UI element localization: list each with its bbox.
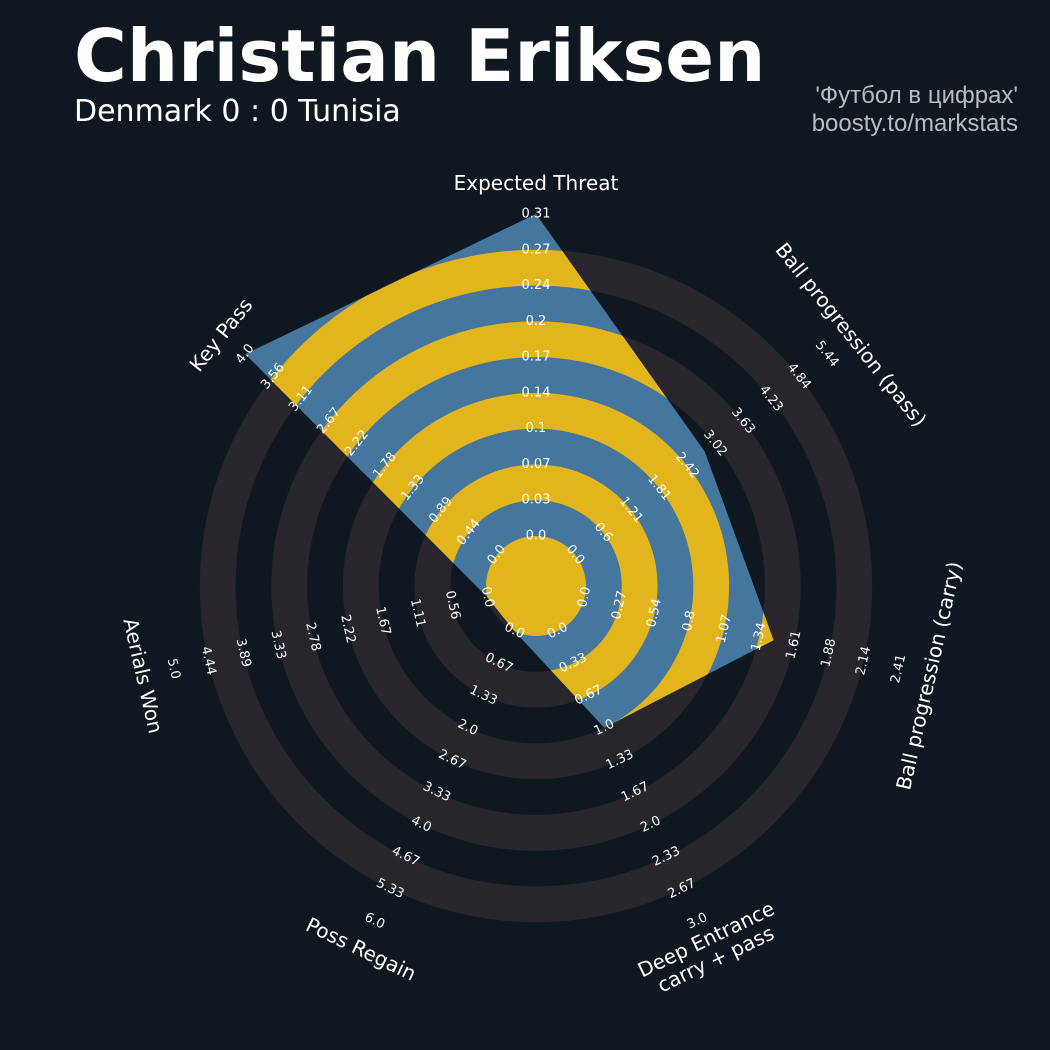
- axis-label: Poss Regain: [302, 912, 420, 985]
- axis-label: Aerials Won: [118, 616, 168, 736]
- tick-label: 0.56: [442, 589, 463, 621]
- page-title: Christian Eriksen: [74, 14, 766, 98]
- tick-label: 0.1: [526, 421, 547, 436]
- tick-label: 3.89: [233, 637, 254, 669]
- tick-label: 0.07: [522, 457, 551, 472]
- axis-label: Deep Entrancecarry + pass: [634, 896, 788, 1002]
- radar-band: [486, 536, 586, 636]
- tick-label: 5.44: [812, 338, 842, 370]
- tick-label: 0.27: [522, 242, 551, 257]
- tick-label: 2.14: [853, 645, 874, 677]
- tick-label: 1.61: [783, 629, 804, 661]
- tick-label: 0.14: [522, 385, 551, 400]
- axis-label: Expected Threat: [454, 171, 619, 195]
- match-subtitle: Denmark 0 : 0 Tunisia: [74, 94, 401, 129]
- tick-label: 0.0: [575, 585, 594, 609]
- tick-label: 1.88: [818, 637, 839, 669]
- tick-label: 0.31: [522, 207, 551, 222]
- tick-label: 0.0: [478, 585, 497, 609]
- tick-label: 1.07: [714, 613, 735, 645]
- tick-label: 0.27: [609, 589, 630, 621]
- tick-label: 4.44: [198, 645, 219, 677]
- tick-label: 6.0: [362, 910, 387, 932]
- radar-area: [245, 214, 774, 728]
- credit-line-2[interactable]: boosty.to/markstats: [811, 110, 1018, 137]
- tick-label: 0.24: [522, 278, 551, 293]
- tick-label: 1.34: [749, 621, 770, 653]
- tick-label: 4.0: [233, 341, 258, 367]
- tick-label: 0.03: [522, 493, 551, 508]
- tick-label: 0.17: [522, 350, 551, 365]
- tick-label: 5.0: [164, 657, 183, 681]
- credit-line-1: 'Футбол в цифрах': [815, 82, 1018, 109]
- tick-label: 0.0: [526, 529, 547, 544]
- tick-label: 1.11: [407, 597, 428, 629]
- tick-label: 0.2: [526, 314, 547, 329]
- tick-label: 2.41: [888, 653, 909, 685]
- tick-label: 2.22: [337, 613, 358, 645]
- tick-label: 3.33: [267, 629, 288, 661]
- tick-label: 1.67: [372, 605, 393, 637]
- tick-label: 0.54: [644, 597, 665, 629]
- tick-label: 0.8: [680, 609, 699, 633]
- tick-label: 2.78: [302, 621, 323, 653]
